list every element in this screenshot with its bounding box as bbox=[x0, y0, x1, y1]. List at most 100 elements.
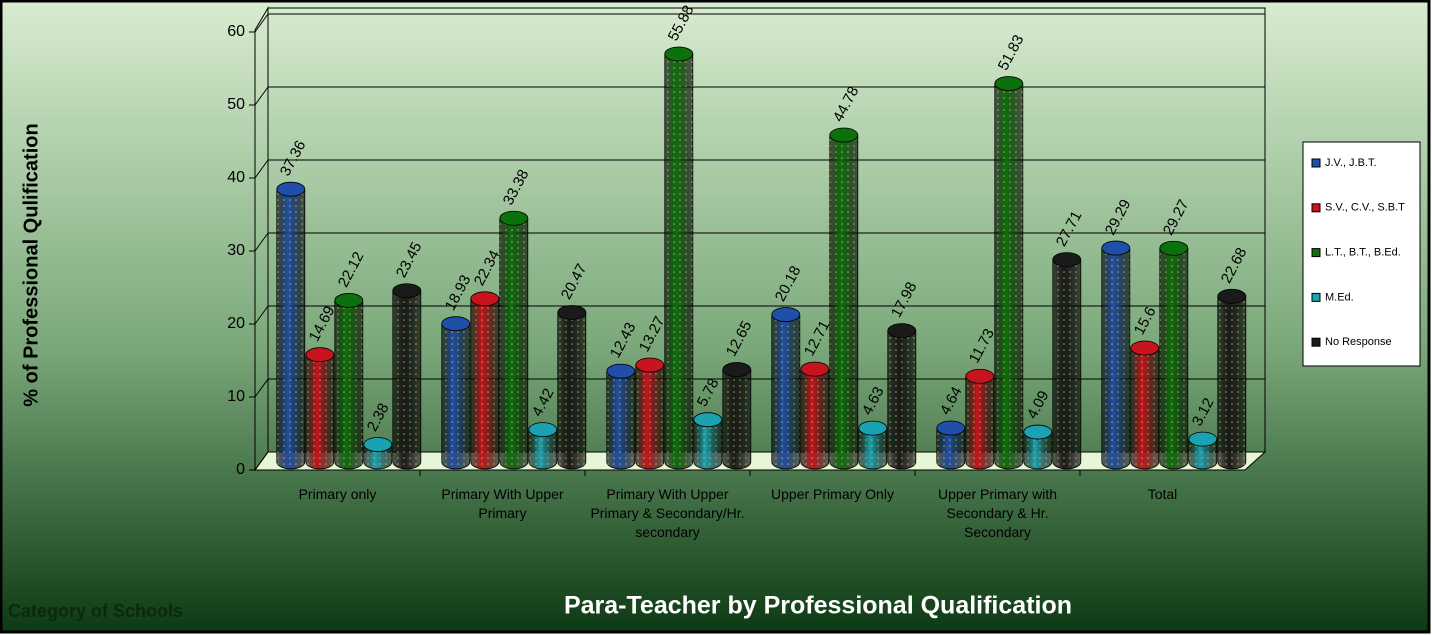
grid-line bbox=[254, 13, 269, 33]
bar-top bbox=[693, 412, 723, 428]
bar bbox=[305, 347, 335, 470]
bar-texture bbox=[1101, 248, 1130, 469]
x-tick-label: Upper Primary Only bbox=[771, 486, 894, 502]
legend-label: M.Ed. bbox=[1325, 291, 1354, 303]
bar-top bbox=[994, 76, 1024, 91]
bar-top bbox=[965, 368, 995, 384]
y-tick-label: 10 bbox=[227, 388, 245, 405]
bar bbox=[722, 362, 752, 470]
bar-texture bbox=[664, 53, 693, 469]
bar bbox=[887, 323, 917, 470]
bar-top bbox=[722, 362, 752, 377]
bar-top bbox=[606, 363, 636, 379]
bar-top bbox=[334, 293, 364, 308]
bar-texture bbox=[276, 189, 305, 469]
bar-texture bbox=[1188, 439, 1217, 469]
y-tick-label: 0 bbox=[236, 461, 245, 478]
bar bbox=[606, 363, 636, 470]
legend-marker bbox=[1311, 203, 1321, 213]
bar-texture bbox=[334, 300, 363, 469]
bar-texture bbox=[606, 371, 635, 469]
bar-top bbox=[392, 283, 422, 299]
bar-texture bbox=[499, 218, 528, 469]
bar-texture bbox=[1159, 248, 1188, 469]
grid-line bbox=[254, 86, 269, 106]
bar bbox=[363, 437, 393, 470]
bar bbox=[392, 283, 422, 470]
x-tick-label: Primary With Upper Primary bbox=[441, 486, 564, 521]
bar bbox=[276, 181, 306, 470]
bar bbox=[1130, 340, 1160, 470]
bar bbox=[994, 76, 1024, 470]
legend-label: S.V., C.V., S.B.T bbox=[1325, 202, 1405, 214]
bar-top bbox=[1052, 252, 1082, 268]
legend-label: No Response bbox=[1325, 336, 1392, 348]
x-tick-label: Primary only bbox=[298, 486, 377, 502]
legend-marker bbox=[1311, 337, 1321, 347]
legend-marker bbox=[1311, 158, 1321, 168]
bar bbox=[441, 316, 471, 470]
bar-texture bbox=[1052, 259, 1081, 469]
y-tick-label: 60 bbox=[227, 23, 245, 40]
bar-texture bbox=[392, 290, 421, 469]
bar-texture bbox=[470, 298, 499, 469]
bar bbox=[499, 210, 529, 470]
bar bbox=[334, 293, 364, 470]
bar-top bbox=[635, 357, 665, 373]
bar-texture bbox=[722, 369, 751, 469]
bar-texture bbox=[1130, 348, 1159, 469]
bar bbox=[557, 305, 587, 470]
bar bbox=[470, 291, 500, 470]
bar-top bbox=[363, 437, 393, 452]
bar-top bbox=[1188, 431, 1218, 447]
bar bbox=[528, 422, 558, 470]
bar-top bbox=[1159, 240, 1189, 256]
bar-top bbox=[305, 347, 335, 363]
bar-texture bbox=[635, 365, 664, 469]
legend-label: L.T., B.T., B.Ed. bbox=[1325, 247, 1401, 259]
grid-line bbox=[254, 232, 269, 252]
bar-texture bbox=[829, 135, 858, 469]
bar-top bbox=[800, 361, 830, 377]
y-tick-label: 30 bbox=[227, 242, 245, 259]
bar-top bbox=[1101, 240, 1131, 256]
y-tick-label: 50 bbox=[227, 96, 245, 113]
bar-texture bbox=[1023, 432, 1052, 469]
bar-top bbox=[858, 420, 888, 436]
bar bbox=[965, 368, 995, 470]
bar-top bbox=[1217, 288, 1247, 304]
grid-line bbox=[254, 159, 269, 179]
grid-line bbox=[254, 305, 269, 325]
grid-line bbox=[254, 378, 269, 398]
x-tick-label: Upper Primary with Secondary & Hr. Secon… bbox=[937, 486, 1058, 540]
bar-top bbox=[276, 181, 306, 197]
bar bbox=[1023, 424, 1053, 470]
legend bbox=[1302, 141, 1421, 367]
bar-texture bbox=[305, 354, 334, 469]
bar-texture bbox=[800, 369, 829, 469]
bar-top bbox=[664, 46, 694, 62]
bar bbox=[1188, 431, 1218, 470]
bar-top bbox=[499, 210, 529, 226]
x-tick-label: Total bbox=[1147, 486, 1178, 502]
bar bbox=[858, 420, 888, 470]
y-axis-title: % of Professional Qulification bbox=[20, 123, 42, 406]
back-wall bbox=[267, 7, 1266, 453]
x-axis-title: Category of Schools bbox=[8, 601, 183, 621]
bar bbox=[1101, 240, 1131, 470]
bar-texture bbox=[936, 428, 965, 469]
legend-marker bbox=[1311, 292, 1321, 302]
bar bbox=[936, 420, 966, 470]
bar bbox=[829, 127, 859, 470]
bar-top bbox=[441, 316, 471, 332]
bar-top bbox=[557, 305, 587, 320]
chart-title: Para-Teacher by Professional Qualificati… bbox=[564, 592, 1072, 620]
bar-texture bbox=[528, 429, 557, 469]
bar-texture bbox=[1217, 296, 1246, 469]
bar bbox=[664, 46, 694, 470]
bar-texture bbox=[693, 419, 722, 469]
bar-top bbox=[470, 291, 500, 307]
x-tick-label: Primary With Upper Primary & Secondary/H… bbox=[590, 486, 745, 540]
bar bbox=[1217, 288, 1247, 470]
